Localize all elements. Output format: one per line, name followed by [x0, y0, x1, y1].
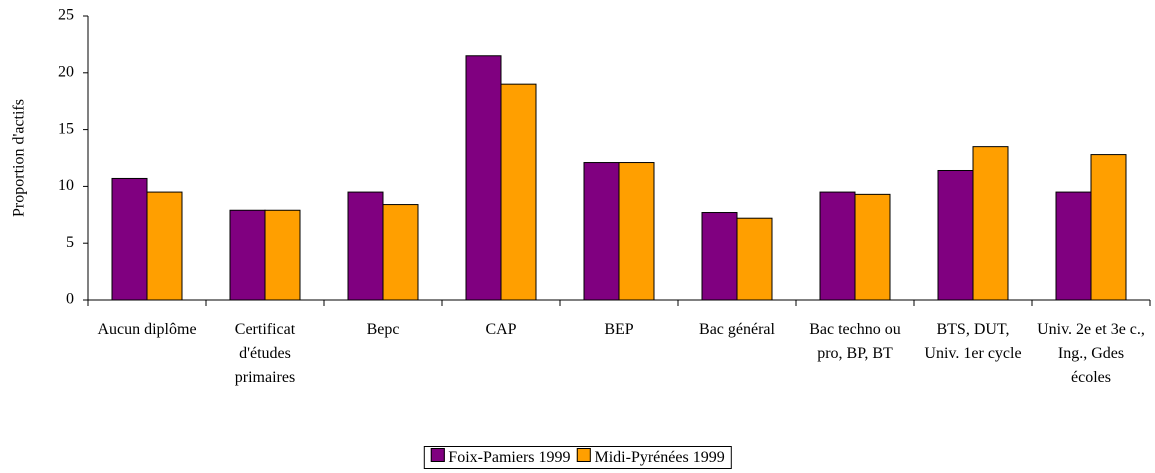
x-tick-label: Aucun diplôme: [97, 321, 197, 338]
bar: [583, 162, 620, 301]
bar: [382, 204, 419, 301]
legend-swatch: [576, 448, 591, 462]
bar: [937, 169, 974, 301]
bar: [701, 212, 738, 301]
x-tick-label: CAP: [485, 321, 517, 338]
legend-label: Foix-Pamiers 1999: [448, 449, 571, 466]
bar: [229, 209, 266, 301]
y-tick-label: 15: [58, 120, 74, 137]
legend: Foix-Pamiers 1999 Midi-Pyrénées 1999: [423, 446, 732, 469]
y-tick-label: 5: [66, 234, 74, 251]
x-tick-label: Bac général: [699, 321, 775, 338]
legend-item: Foix-Pamiers 1999: [430, 448, 571, 467]
legend-swatch: [430, 448, 445, 462]
x-tick-label: BEP: [604, 321, 634, 338]
bar: [736, 217, 773, 301]
bar: [618, 162, 655, 301]
bar: [146, 191, 183, 301]
bar: [819, 191, 856, 301]
x-tick-label: BTS, DUT, Univ. 1er cycle: [924, 321, 1022, 362]
y-axis-label: Proportion d'actifs: [11, 99, 28, 217]
legend-label: Midi-Pyrénées 1999: [594, 449, 725, 466]
bar: [264, 209, 301, 301]
bar: [972, 146, 1009, 301]
y-tick-label: 0: [66, 291, 74, 308]
bar: [465, 55, 502, 301]
y-tick-label: 20: [58, 63, 74, 80]
bar: [1055, 191, 1092, 301]
legend-item: Midi-Pyrénées 1999: [576, 448, 725, 467]
bar: [500, 83, 537, 301]
x-tick-label: Bepc: [366, 321, 400, 338]
x-tick-label: Univ. 2e et 3e c., Ing., Gdes écoles: [1037, 321, 1145, 386]
bar: [854, 193, 891, 301]
bar: [111, 177, 148, 301]
x-tick-label: Certificat d'études primaires: [234, 321, 296, 386]
x-tick-label: Bac techno ou pro, BP, BT: [809, 321, 901, 362]
y-tick-label: 25: [58, 7, 74, 24]
bar: [1090, 154, 1127, 301]
bar: [347, 191, 384, 301]
y-tick-label: 10: [58, 177, 74, 194]
